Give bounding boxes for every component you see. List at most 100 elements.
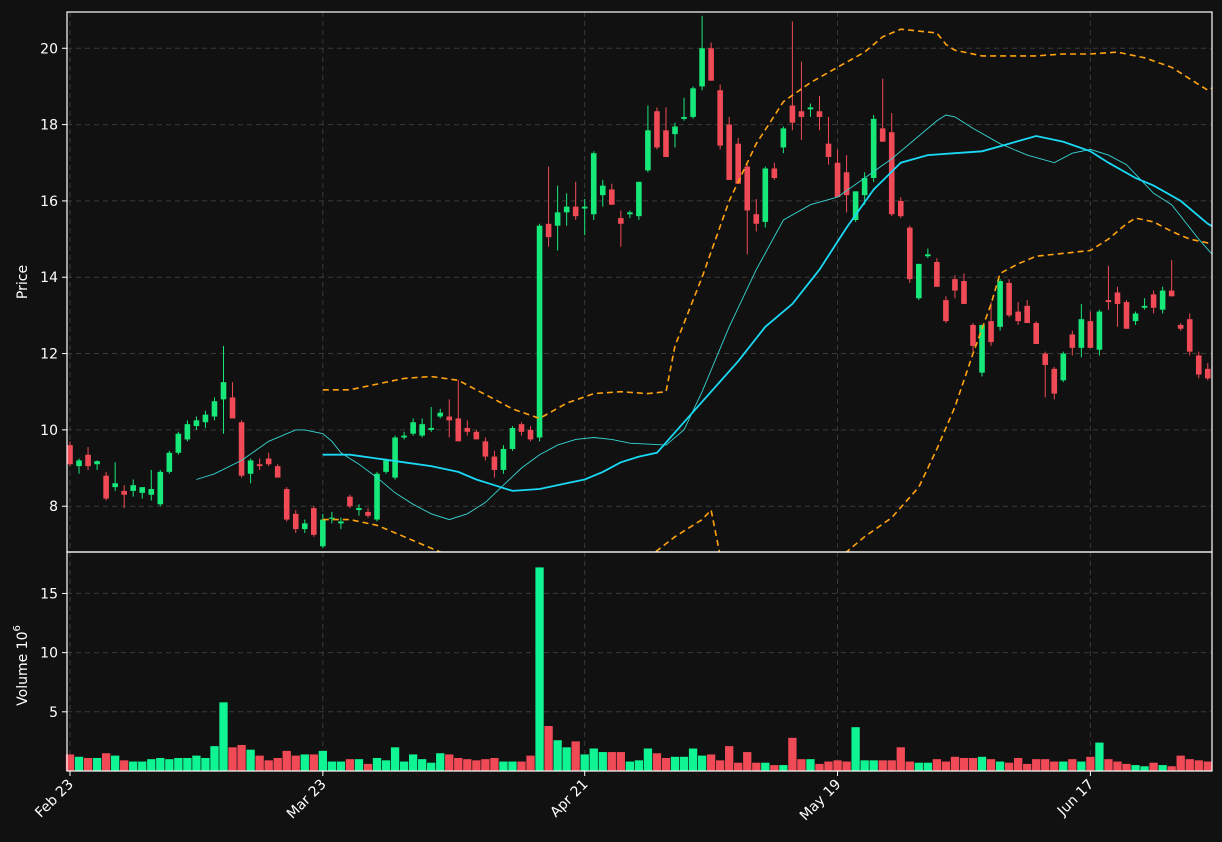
candle-body: [320, 519, 326, 547]
volume-bar: [183, 757, 192, 771]
candle-body: [888, 132, 895, 215]
candle-body: [744, 166, 751, 211]
candle-body: [726, 124, 732, 180]
candle-body: [238, 422, 245, 476]
candle-body: [1006, 282, 1012, 316]
candle-body: [1168, 290, 1175, 297]
candle-body: [347, 496, 353, 507]
volume-bar: [1068, 759, 1077, 771]
price-tick-label: 20: [40, 41, 58, 57]
volume-label-text: Volume 10: [15, 632, 31, 706]
volume-bar: [1203, 761, 1212, 771]
volume-bar: [147, 759, 156, 771]
volume-bar: [851, 727, 860, 771]
volume-bar: [770, 765, 779, 771]
candle-body: [94, 461, 100, 465]
candle-body: [690, 88, 696, 117]
volume-bar: [887, 760, 896, 771]
candle-body: [121, 490, 127, 495]
candle-body: [401, 435, 407, 438]
volume-bar: [616, 752, 625, 771]
price-tick-label: 8: [49, 499, 58, 515]
volume-bar: [716, 760, 725, 771]
candle-body: [112, 483, 118, 488]
volume-axis-label: Volume 106: [12, 625, 31, 706]
moving-average-long-line: [322, 135, 1212, 492]
volume-bar: [309, 754, 318, 771]
volume-panel-frame: [66, 551, 1213, 772]
volume-bar: [120, 760, 129, 771]
volume-bar: [165, 759, 174, 771]
volume-bar: [210, 746, 219, 771]
candle-body: [1114, 292, 1121, 304]
candle-body: [383, 460, 389, 472]
volume-bar: [490, 757, 499, 771]
volume-bar: [427, 762, 436, 771]
volume-bar: [399, 761, 409, 771]
volume-bar: [517, 761, 526, 771]
volume-bar: [508, 761, 517, 771]
candle-body: [988, 321, 994, 343]
volume-bar: [535, 567, 544, 771]
candle-body: [645, 130, 651, 171]
volume-bar: [598, 752, 607, 771]
candle-body: [672, 126, 678, 135]
volume-bar: [381, 760, 391, 771]
candle-body: [961, 281, 967, 304]
volume-bar: [643, 748, 653, 771]
candle-body: [825, 143, 832, 158]
price-axis-label: Price: [15, 265, 31, 299]
volume-bar: [192, 755, 201, 771]
candle-body: [85, 454, 91, 467]
volume-bar: [1077, 761, 1086, 771]
volume-bar: [65, 754, 75, 771]
volume-bar: [725, 746, 734, 771]
candle-body: [1150, 294, 1157, 308]
volume-bar: [941, 761, 951, 771]
volume-bar: [363, 763, 373, 771]
candle-body: [356, 508, 362, 511]
candle-body: [482, 441, 489, 457]
volume-bar: [273, 757, 282, 771]
volume-bar: [625, 761, 635, 771]
volume-bar: [923, 762, 933, 771]
volume-bar: [670, 756, 680, 771]
candle-body: [509, 427, 516, 449]
candle-body: [906, 227, 913, 280]
candle-body: [202, 414, 209, 423]
candle-body: [536, 225, 543, 438]
volume-bar: [228, 747, 237, 771]
price-tick-label: 16: [40, 194, 58, 210]
candle-body: [1051, 368, 1058, 394]
volume-bar: [1086, 756, 1095, 771]
volume-bar: [995, 761, 1005, 771]
volume-bar: [932, 759, 942, 771]
candle-body: [1186, 319, 1193, 352]
volume-bar: [156, 757, 165, 771]
candle-body: [428, 427, 434, 430]
volume-bar: [860, 760, 869, 771]
candle-body: [491, 456, 498, 470]
candle-body: [1195, 355, 1202, 375]
volume-bar: [345, 759, 355, 771]
candle-body: [1015, 311, 1021, 322]
candle-body: [157, 471, 164, 505]
candle-body: [753, 214, 760, 224]
volume-bar: [1131, 765, 1140, 771]
volume-bar: [544, 726, 553, 771]
volume-bar: [201, 757, 210, 771]
candle-body: [762, 168, 769, 222]
price-tick-label: 18: [40, 118, 58, 134]
volume-bar: [1104, 759, 1113, 771]
volume-bar: [372, 757, 382, 771]
candle-body: [329, 517, 335, 519]
candle-body: [627, 212, 633, 215]
volume-bar: [74, 756, 84, 771]
volume-bar: [1023, 763, 1032, 771]
volume-bar: [255, 755, 264, 771]
volume-panel: [65, 567, 1212, 771]
candle-body: [852, 191, 859, 220]
candle-body: [780, 128, 787, 148]
volume-bar: [842, 761, 851, 771]
